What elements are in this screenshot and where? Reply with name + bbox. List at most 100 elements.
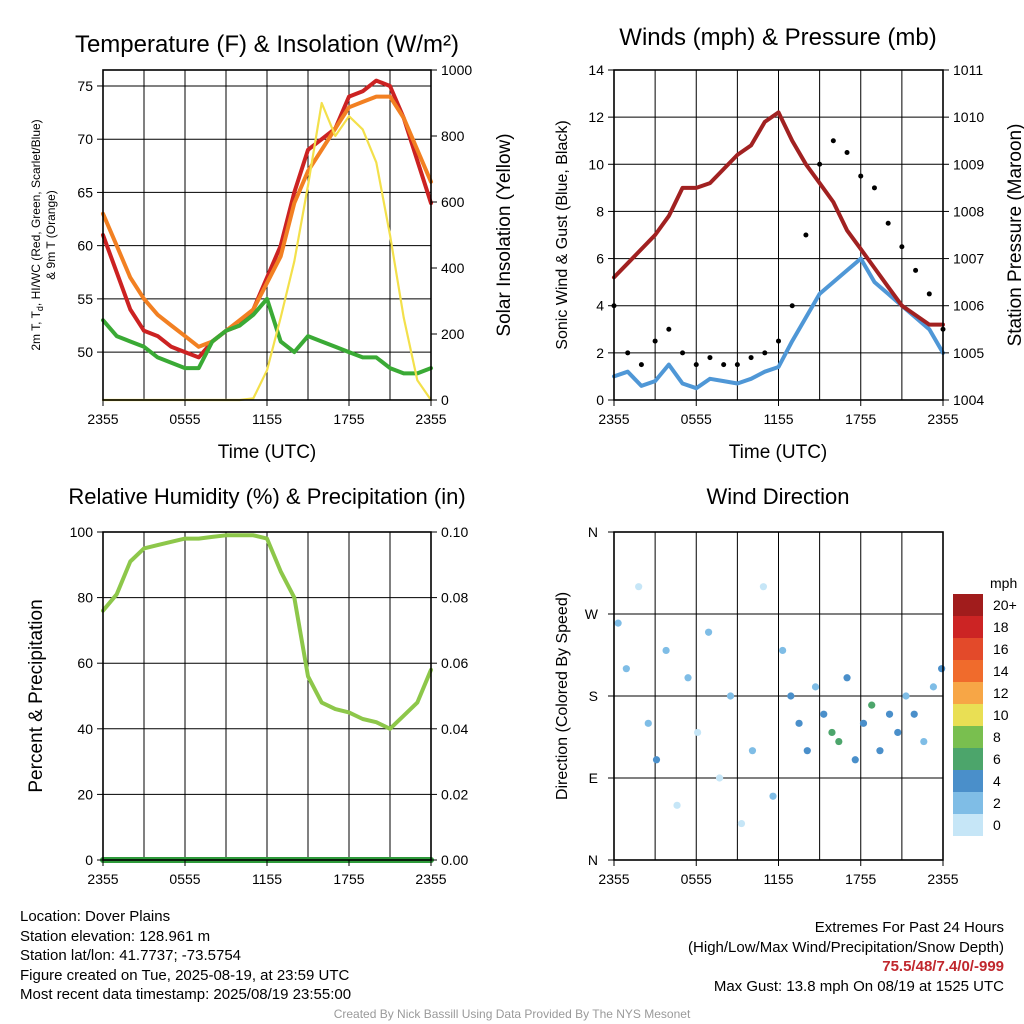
right-y-tick-label: 0.10 — [441, 524, 468, 540]
td-line — [101, 296, 433, 376]
speed-legend-label: 16 — [993, 641, 1009, 657]
right-y-tick-label: 1009 — [953, 156, 984, 172]
wind-direction-point — [635, 583, 643, 591]
gust-point — [926, 291, 932, 297]
direction-tick-label: S — [589, 688, 598, 704]
gust-point — [762, 350, 768, 356]
gust-point — [844, 150, 850, 155]
wind-direction-point — [938, 665, 946, 673]
right-y-tick-label: 1011 — [953, 62, 983, 78]
wind-direction-point — [929, 683, 938, 691]
speed-legend-label: 10 — [993, 707, 1009, 723]
right-y-tick-label: 1008 — [953, 203, 984, 219]
x-tick-label: 2355 — [87, 871, 118, 887]
direction-tick-label: E — [589, 770, 598, 786]
speed-legend-swatch — [953, 770, 983, 792]
y-tick-label: 20 — [77, 786, 93, 802]
wind-direction-point — [885, 710, 894, 718]
right-y-tick-label: 800 — [441, 128, 465, 144]
9m-t-line — [101, 94, 433, 349]
wind-direction-point — [673, 801, 681, 809]
wind-direction-point — [795, 719, 803, 727]
y-tick-label: 60 — [77, 238, 93, 254]
station-info: Location: Dover Plains Station elevation… — [20, 907, 351, 1005]
wind-direction-title: Wind Direction — [706, 484, 849, 509]
winds-grid — [614, 69, 943, 401]
x-tick-label: 2355 — [598, 411, 629, 427]
station-elevation: Station elevation: 128.961 m — [20, 927, 211, 945]
gust-point — [817, 161, 823, 167]
wind-direction-grid — [614, 532, 943, 860]
x-tick-label: 1155 — [252, 411, 282, 427]
y-tick-label: 12 — [588, 109, 604, 125]
gust-point — [652, 338, 658, 344]
wind-direction-point — [614, 619, 622, 627]
gust-point — [748, 355, 754, 361]
wind-direction-point — [902, 692, 910, 700]
wind-direction-point — [787, 692, 795, 700]
x-tick-label: 2355 — [415, 411, 446, 427]
speed-legend-label: 12 — [993, 685, 1009, 701]
max-gust: Max Gust: 13.8 mph On 08/19 at 1525 UTC — [713, 977, 1004, 995]
y-tick-label: 65 — [77, 184, 93, 200]
right-y-tick-label: 0.02 — [441, 786, 468, 802]
speed-legend-swatch — [953, 682, 983, 704]
x-tick-label: 2355 — [415, 871, 446, 887]
right-y-tick-label: 600 — [441, 194, 465, 210]
extremes-title: Extremes For Past 24 Hours — [814, 919, 1004, 936]
wind-direction-point — [769, 792, 777, 800]
y-tick-label: 60 — [77, 655, 93, 671]
gust-point — [776, 338, 781, 344]
x-tick-label: 0555 — [681, 871, 712, 887]
y-tick-label: 8 — [596, 203, 604, 219]
temperature-ylabel-line2: & 9m T (Orange) — [44, 190, 58, 280]
right-y-tick-label: 0.06 — [441, 655, 468, 671]
wind-direction-point — [811, 683, 820, 691]
speed-legend-label: 6 — [993, 751, 1001, 767]
wind-direction-panel: Wind Direction 2355 0555 1155 1755 2355NESWN… — [554, 484, 1017, 887]
speed-legend-label: 2 — [993, 795, 1001, 811]
wind-direction-point — [737, 819, 746, 828]
gust-point — [789, 303, 795, 309]
x-tick-label: 2355 — [598, 871, 629, 887]
y-tick-label: 100 — [70, 524, 94, 540]
direction-tick-label: W — [585, 606, 599, 622]
gust-point — [899, 244, 905, 250]
wind-direction-point — [622, 665, 630, 673]
gust-point — [625, 350, 631, 356]
wind-direction-point — [652, 756, 661, 764]
speed-legend-title: mph — [990, 575, 1017, 591]
x-tick-label: 2355 — [927, 871, 958, 887]
wind-direction-point — [920, 737, 928, 746]
wind-direction-point — [704, 628, 713, 636]
speed-legend-label: 0 — [993, 817, 1001, 833]
gust-point — [858, 173, 864, 179]
wind-direction-point — [779, 646, 787, 655]
wind-direction-point — [820, 710, 828, 718]
y-tick-label: 50 — [77, 344, 93, 360]
direction-tick-label: N — [588, 524, 598, 540]
temperature-ylabel-part1: 2m T, T — [29, 310, 43, 350]
station-pressure-line — [612, 110, 945, 327]
speed-legend-label: 20+ — [993, 597, 1017, 613]
recent-data-timestamp: Most recent data timestamp: 2025/08/19 2… — [20, 986, 352, 1003]
y-tick-label: 75 — [77, 78, 93, 94]
speed-legend-label: 8 — [993, 729, 1001, 745]
2m-t-line — [101, 78, 433, 360]
speed-legend-swatch — [953, 660, 983, 682]
x-tick-label: 0555 — [169, 411, 200, 427]
wind-direction-point — [694, 728, 702, 737]
wind-direction-point — [684, 674, 692, 682]
credit-line: Created By Nick Bassill Using Data Provi… — [333, 1007, 691, 1021]
speed-legend-label: 14 — [993, 663, 1009, 679]
wind-direction-point — [910, 710, 918, 718]
y-tick-label: 70 — [77, 131, 93, 147]
gust-point — [913, 267, 919, 273]
gust-point — [830, 138, 836, 144]
gust-point — [638, 362, 644, 368]
right-y-tick-label: 1000 — [441, 62, 472, 78]
x-tick-label: 2355 — [927, 411, 958, 427]
gust-point — [680, 350, 686, 356]
wind-direction-ylabel: Direction (Colored By Speed) — [554, 592, 571, 800]
y-tick-label: 2 — [596, 345, 604, 361]
